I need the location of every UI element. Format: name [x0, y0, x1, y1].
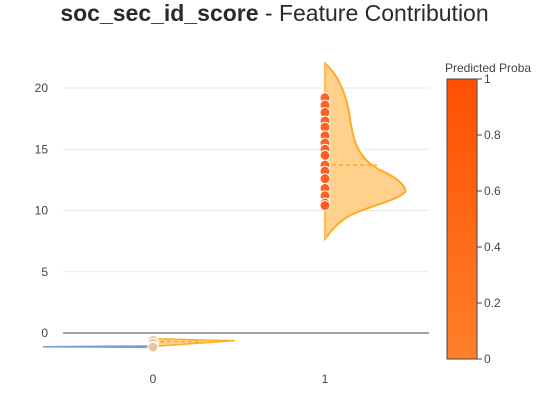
colorbar-tick-label: 0.2: [484, 296, 501, 310]
chart-title-feature: soc_sec_id_score: [60, 0, 259, 26]
data-point[interactable]: [147, 341, 159, 353]
colorbar-tick-label: 0.6: [484, 184, 501, 198]
data-point[interactable]: [319, 173, 331, 185]
colorbar-tick-label: 1: [484, 72, 491, 86]
data-point[interactable]: [319, 200, 331, 212]
y-axis-ticks: 0 5 10 15 20: [35, 81, 49, 340]
colorbar: Predicted Proba 0 0.2 0.4 0.6 0.8 1: [445, 61, 531, 366]
x-tick-label: 0: [150, 372, 157, 386]
y-tick-label: 15: [35, 142, 49, 156]
y-tick-label: 20: [35, 81, 49, 95]
colorbar-gradient: [446, 78, 478, 360]
violin-0-left-half: [42, 345, 154, 349]
violins: [42, 61, 407, 349]
chart-title: soc_sec_id_score - Feature Contribution: [0, 0, 549, 27]
colorbar-ticks: 0 0.2 0.4 0.6 0.8 1: [477, 72, 501, 366]
y-tick-label: 0: [41, 326, 48, 340]
violin-1-right-half: [324, 61, 407, 242]
y-tick-label: 5: [41, 265, 48, 279]
colorbar-tick-label: 0: [484, 352, 491, 366]
y-tick-label: 10: [35, 204, 49, 218]
grid-lines: [63, 87, 429, 334]
chart-title-suffix: - Feature Contribution: [258, 0, 489, 26]
colorbar-title: Predicted Proba: [445, 61, 531, 75]
data-point[interactable]: [319, 149, 331, 161]
data-points: [147, 92, 331, 353]
colorbar-tick-label: 0.4: [484, 240, 501, 254]
colorbar-tick-label: 0.8: [484, 128, 501, 142]
x-tick-label: 1: [322, 372, 329, 386]
violin-0-right-half: [152, 338, 236, 348]
